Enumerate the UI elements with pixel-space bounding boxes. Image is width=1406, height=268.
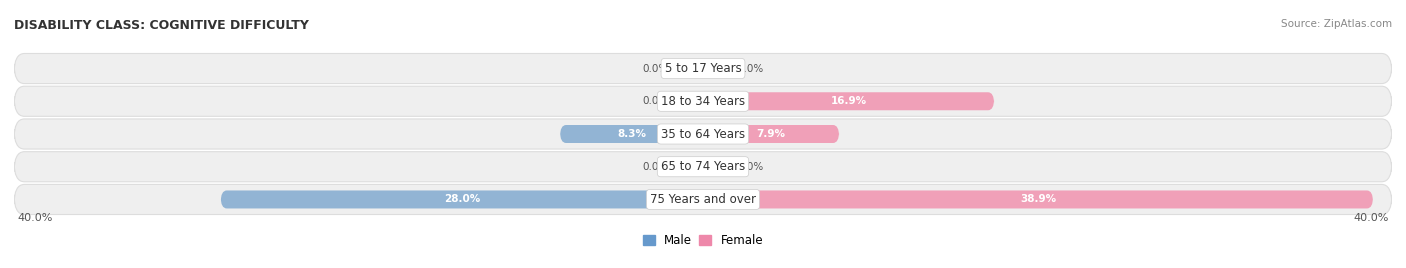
- Text: 75 Years and over: 75 Years and over: [650, 193, 756, 206]
- FancyBboxPatch shape: [678, 158, 703, 176]
- FancyBboxPatch shape: [703, 158, 728, 176]
- FancyBboxPatch shape: [14, 184, 1392, 214]
- FancyBboxPatch shape: [560, 125, 703, 143]
- Text: 38.9%: 38.9%: [1019, 195, 1056, 204]
- Text: 0.0%: 0.0%: [643, 162, 669, 172]
- Text: 16.9%: 16.9%: [831, 96, 866, 106]
- Text: 7.9%: 7.9%: [756, 129, 786, 139]
- Text: 28.0%: 28.0%: [444, 195, 479, 204]
- Text: 0.0%: 0.0%: [643, 64, 669, 73]
- FancyBboxPatch shape: [14, 86, 1392, 116]
- FancyBboxPatch shape: [678, 59, 703, 77]
- Text: Source: ZipAtlas.com: Source: ZipAtlas.com: [1281, 19, 1392, 29]
- FancyBboxPatch shape: [14, 152, 1392, 182]
- FancyBboxPatch shape: [703, 191, 1374, 209]
- FancyBboxPatch shape: [703, 59, 728, 77]
- FancyBboxPatch shape: [14, 119, 1392, 149]
- Text: 18 to 34 Years: 18 to 34 Years: [661, 95, 745, 108]
- Text: 65 to 74 Years: 65 to 74 Years: [661, 160, 745, 173]
- Text: 35 to 64 Years: 35 to 64 Years: [661, 128, 745, 140]
- FancyBboxPatch shape: [703, 92, 994, 110]
- FancyBboxPatch shape: [678, 92, 703, 110]
- Text: 40.0%: 40.0%: [1353, 213, 1389, 224]
- Text: DISABILITY CLASS: COGNITIVE DIFFICULTY: DISABILITY CLASS: COGNITIVE DIFFICULTY: [14, 19, 309, 32]
- Text: 5 to 17 Years: 5 to 17 Years: [665, 62, 741, 75]
- Text: 40.0%: 40.0%: [17, 213, 53, 224]
- Text: 8.3%: 8.3%: [617, 129, 645, 139]
- FancyBboxPatch shape: [14, 54, 1392, 84]
- Text: 0.0%: 0.0%: [643, 96, 669, 106]
- FancyBboxPatch shape: [221, 191, 703, 209]
- Legend: Male, Female: Male, Female: [638, 229, 768, 252]
- Text: 0.0%: 0.0%: [738, 64, 763, 73]
- Text: 0.0%: 0.0%: [738, 162, 763, 172]
- FancyBboxPatch shape: [703, 125, 839, 143]
